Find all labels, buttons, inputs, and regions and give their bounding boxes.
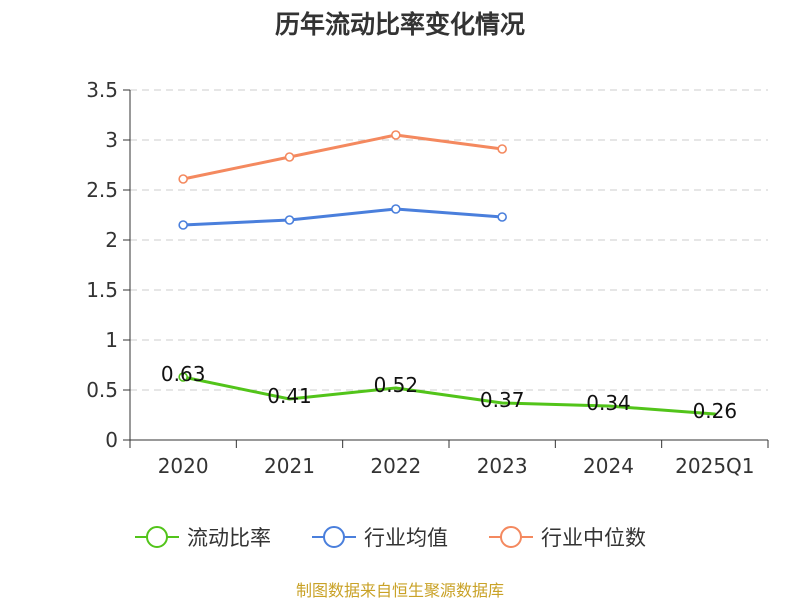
y-tick-label: 3 (105, 128, 118, 152)
series-line (181, 375, 717, 416)
legend: 流动比率 行业均值 行业中位数 (135, 526, 646, 550)
data-label: 0.41 (267, 384, 312, 408)
axes: 0 0.5 1 1.5 2 2.5 3 3.5 2020 2021 2022 2023 2024 2025… (86, 78, 769, 478)
y-tick-label: 2.5 (86, 178, 118, 202)
series-lines (178, 130, 717, 416)
x-tick-label: 2020 (158, 454, 209, 478)
legend-marker (500, 526, 522, 548)
legend-marker (323, 526, 345, 548)
data-label: 0.52 (374, 373, 419, 397)
x-tick-label: 2024 (583, 454, 634, 478)
y-tick-label: 2 (105, 228, 118, 252)
legend-label: 流动比率 (187, 526, 271, 550)
x-tick-label: 2023 (477, 454, 528, 478)
grid-lines (130, 89, 768, 391)
y-tick-label: 1.5 (86, 278, 118, 302)
data-point (497, 144, 507, 154)
y-tick-label: 0.5 (86, 378, 118, 402)
data-point (391, 130, 401, 140)
legend-label: 行业中位数 (541, 526, 646, 550)
data-label: 0.37 (480, 388, 525, 412)
data-labels: 0.63 0.41 0.52 0.37 0.34 0.26 (161, 362, 737, 423)
y-tick-label: 1 (105, 328, 118, 352)
x-tick-label: 2021 (264, 454, 315, 478)
data-point (391, 204, 401, 214)
series-line (181, 207, 504, 227)
series-line (181, 133, 504, 181)
x-tick-label: 2025Q1 (675, 454, 754, 478)
legend-label: 行业均值 (364, 526, 448, 550)
data-point (497, 212, 507, 222)
y-tick-label: 0 (105, 428, 118, 452)
y-tick-label: 3.5 (86, 78, 118, 102)
source-note: 制图数据来自恒生聚源数据库 (296, 581, 504, 600)
data-label: 0.34 (586, 391, 631, 415)
legend-marker (146, 526, 168, 548)
data-point (284, 215, 295, 225)
chart-title: 历年流动比率变化情况 (275, 10, 525, 39)
data-point (178, 220, 188, 230)
x-tick-label: 2022 (370, 454, 421, 478)
data-point (178, 372, 188, 382)
data-point (178, 174, 188, 184)
data-point (284, 152, 295, 162)
data-label: 0.26 (693, 399, 738, 423)
data-label: 0.63 (161, 362, 206, 386)
